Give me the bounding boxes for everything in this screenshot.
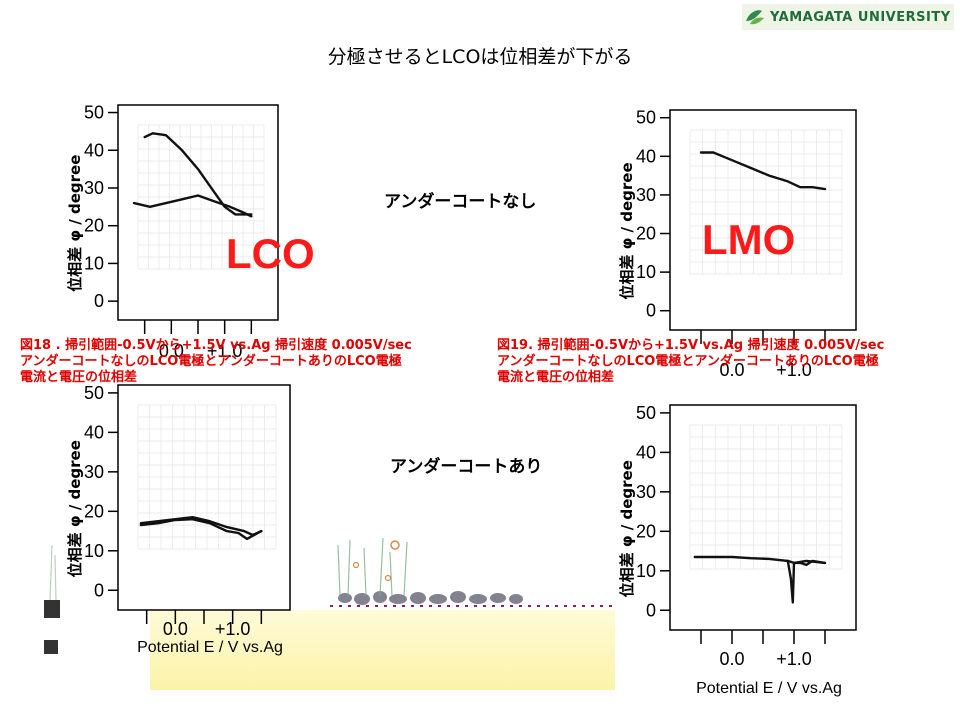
series-line bbox=[139, 518, 263, 541]
caption-fig19-line1: 図19. 掃引範囲-0.5Vから+1.5V vs.Ag 掃引速度 0.005V/… bbox=[497, 338, 885, 353]
chart-lmo-with-undercoat: 50 40 30 20 10 0 0.0 +1.0 位相差 φ / degree Potentia… bbox=[618, 403, 857, 697]
y-tick-label: 50 bbox=[84, 383, 104, 403]
x-axis-label: Potential E / V vs.Ag bbox=[696, 680, 842, 697]
x-axis-label: Potential E / V vs.Ag bbox=[137, 639, 283, 656]
y-axis-label: 位相差 φ / degree bbox=[618, 460, 636, 597]
series-line bbox=[132, 194, 253, 218]
y-tick-label: 20 bbox=[636, 224, 656, 244]
chart-lco-no-undercoat: 50 40 30 20 10 0 0.0 +1.0 位相差 φ / degree bbox=[66, 103, 279, 361]
chart-lmo-no-undercoat: 50 40 30 20 10 0 0.0 +1.0 位相差 φ / degree bbox=[618, 108, 857, 380]
series-line bbox=[786, 559, 827, 604]
x-tick-label: +1.0 bbox=[776, 649, 812, 669]
label-no-undercoat: アンダーコートなし bbox=[384, 192, 537, 212]
caption-fig19-line2: アンダーコートなしのLCO電極とアンダーコートありのLCO電極 bbox=[497, 354, 879, 369]
grid-paper bbox=[689, 424, 843, 570]
x-tick-label: 0.0 bbox=[159, 341, 184, 361]
x-tick-label: +1.0 bbox=[207, 341, 243, 361]
logo-text: YAMAGATA UNIVERSITY bbox=[770, 9, 951, 25]
y-tick-label: 10 bbox=[636, 262, 656, 282]
caption-fig18-line1: 図18 . 掃引範囲-0.5Vから+1.5V vs.Ag 掃引速度 0.005V… bbox=[20, 338, 412, 353]
y-tick-label: 50 bbox=[84, 103, 104, 123]
leaf-logo-icon bbox=[746, 10, 764, 25]
series-line bbox=[693, 555, 827, 565]
y-axis-label: 位相差 φ / degree bbox=[618, 162, 636, 299]
y-axis-label: 位相差 φ / degree bbox=[66, 440, 84, 577]
y-tick-label: 10 bbox=[84, 253, 104, 273]
grid-paper bbox=[137, 404, 277, 550]
caption-fig18-line2: アンダーコートなしのLCO電極とアンダーコートありのLCO電極 bbox=[20, 354, 402, 369]
y-tick-label: 40 bbox=[84, 422, 104, 442]
caption-fig19-line3: 電流と電圧の位相差 bbox=[497, 370, 615, 385]
label-with-undercoat: アンダーコートあり bbox=[390, 457, 543, 477]
y-tick-label: 30 bbox=[636, 482, 656, 502]
caption-fig18: 図18 . 掃引範囲-0.5Vから+1.5V vs.Ag 掃引速度 0.005V… bbox=[20, 338, 412, 386]
y-tick-label: 0 bbox=[94, 580, 104, 600]
label-lco: LCO bbox=[226, 230, 315, 277]
grid-paper bbox=[137, 124, 265, 270]
y-tick-label: 50 bbox=[636, 108, 656, 128]
caption-fig18-line3: 電流と電圧の位相差 bbox=[20, 370, 138, 385]
y-tick-label: 30 bbox=[84, 462, 104, 482]
caption-fig19: 図19. 掃引範囲-0.5Vから+1.5V vs.Ag 掃引速度 0.005V/… bbox=[497, 338, 884, 386]
y-tick-label: 20 bbox=[636, 521, 656, 541]
x-tick-label: +1.0 bbox=[776, 360, 812, 380]
y-tick-label: 0 bbox=[94, 291, 104, 311]
series-line bbox=[143, 132, 253, 216]
y-tick-label: 10 bbox=[84, 541, 104, 561]
y-tick-label: 40 bbox=[636, 146, 656, 166]
y-tick-label: 20 bbox=[84, 216, 104, 236]
x-tick-label: +1.0 bbox=[215, 619, 251, 639]
series-line bbox=[699, 151, 827, 191]
label-lmo: LMO bbox=[702, 216, 796, 263]
y-tick-label: 0 bbox=[646, 301, 656, 321]
chart-lco-with-undercoat: 50 40 30 20 10 0 0.0 +1.0 位相差 φ / degree Potentia… bbox=[66, 383, 291, 656]
y-tick-label: 30 bbox=[636, 185, 656, 205]
plot-frame bbox=[669, 404, 857, 631]
y-axis-label: 位相差 φ / degree bbox=[66, 155, 84, 292]
y-tick-label: 40 bbox=[84, 140, 104, 160]
y-tick-label: 50 bbox=[636, 403, 656, 423]
y-tick-label: 30 bbox=[84, 178, 104, 198]
x-tick-label: 0.0 bbox=[719, 649, 744, 669]
series-line bbox=[139, 516, 263, 537]
university-logo: YAMAGATA UNIVERSITY bbox=[742, 4, 954, 30]
y-tick-label: 40 bbox=[636, 442, 656, 462]
y-tick-label: 10 bbox=[636, 561, 656, 581]
x-tick-label: 0.0 bbox=[163, 619, 188, 639]
slide-title: 分極させるとLCOは位相差が下がる bbox=[327, 46, 633, 68]
x-tick-label: 0.0 bbox=[719, 360, 744, 380]
y-tick-label: 20 bbox=[84, 501, 104, 521]
y-tick-label: 0 bbox=[646, 600, 656, 620]
